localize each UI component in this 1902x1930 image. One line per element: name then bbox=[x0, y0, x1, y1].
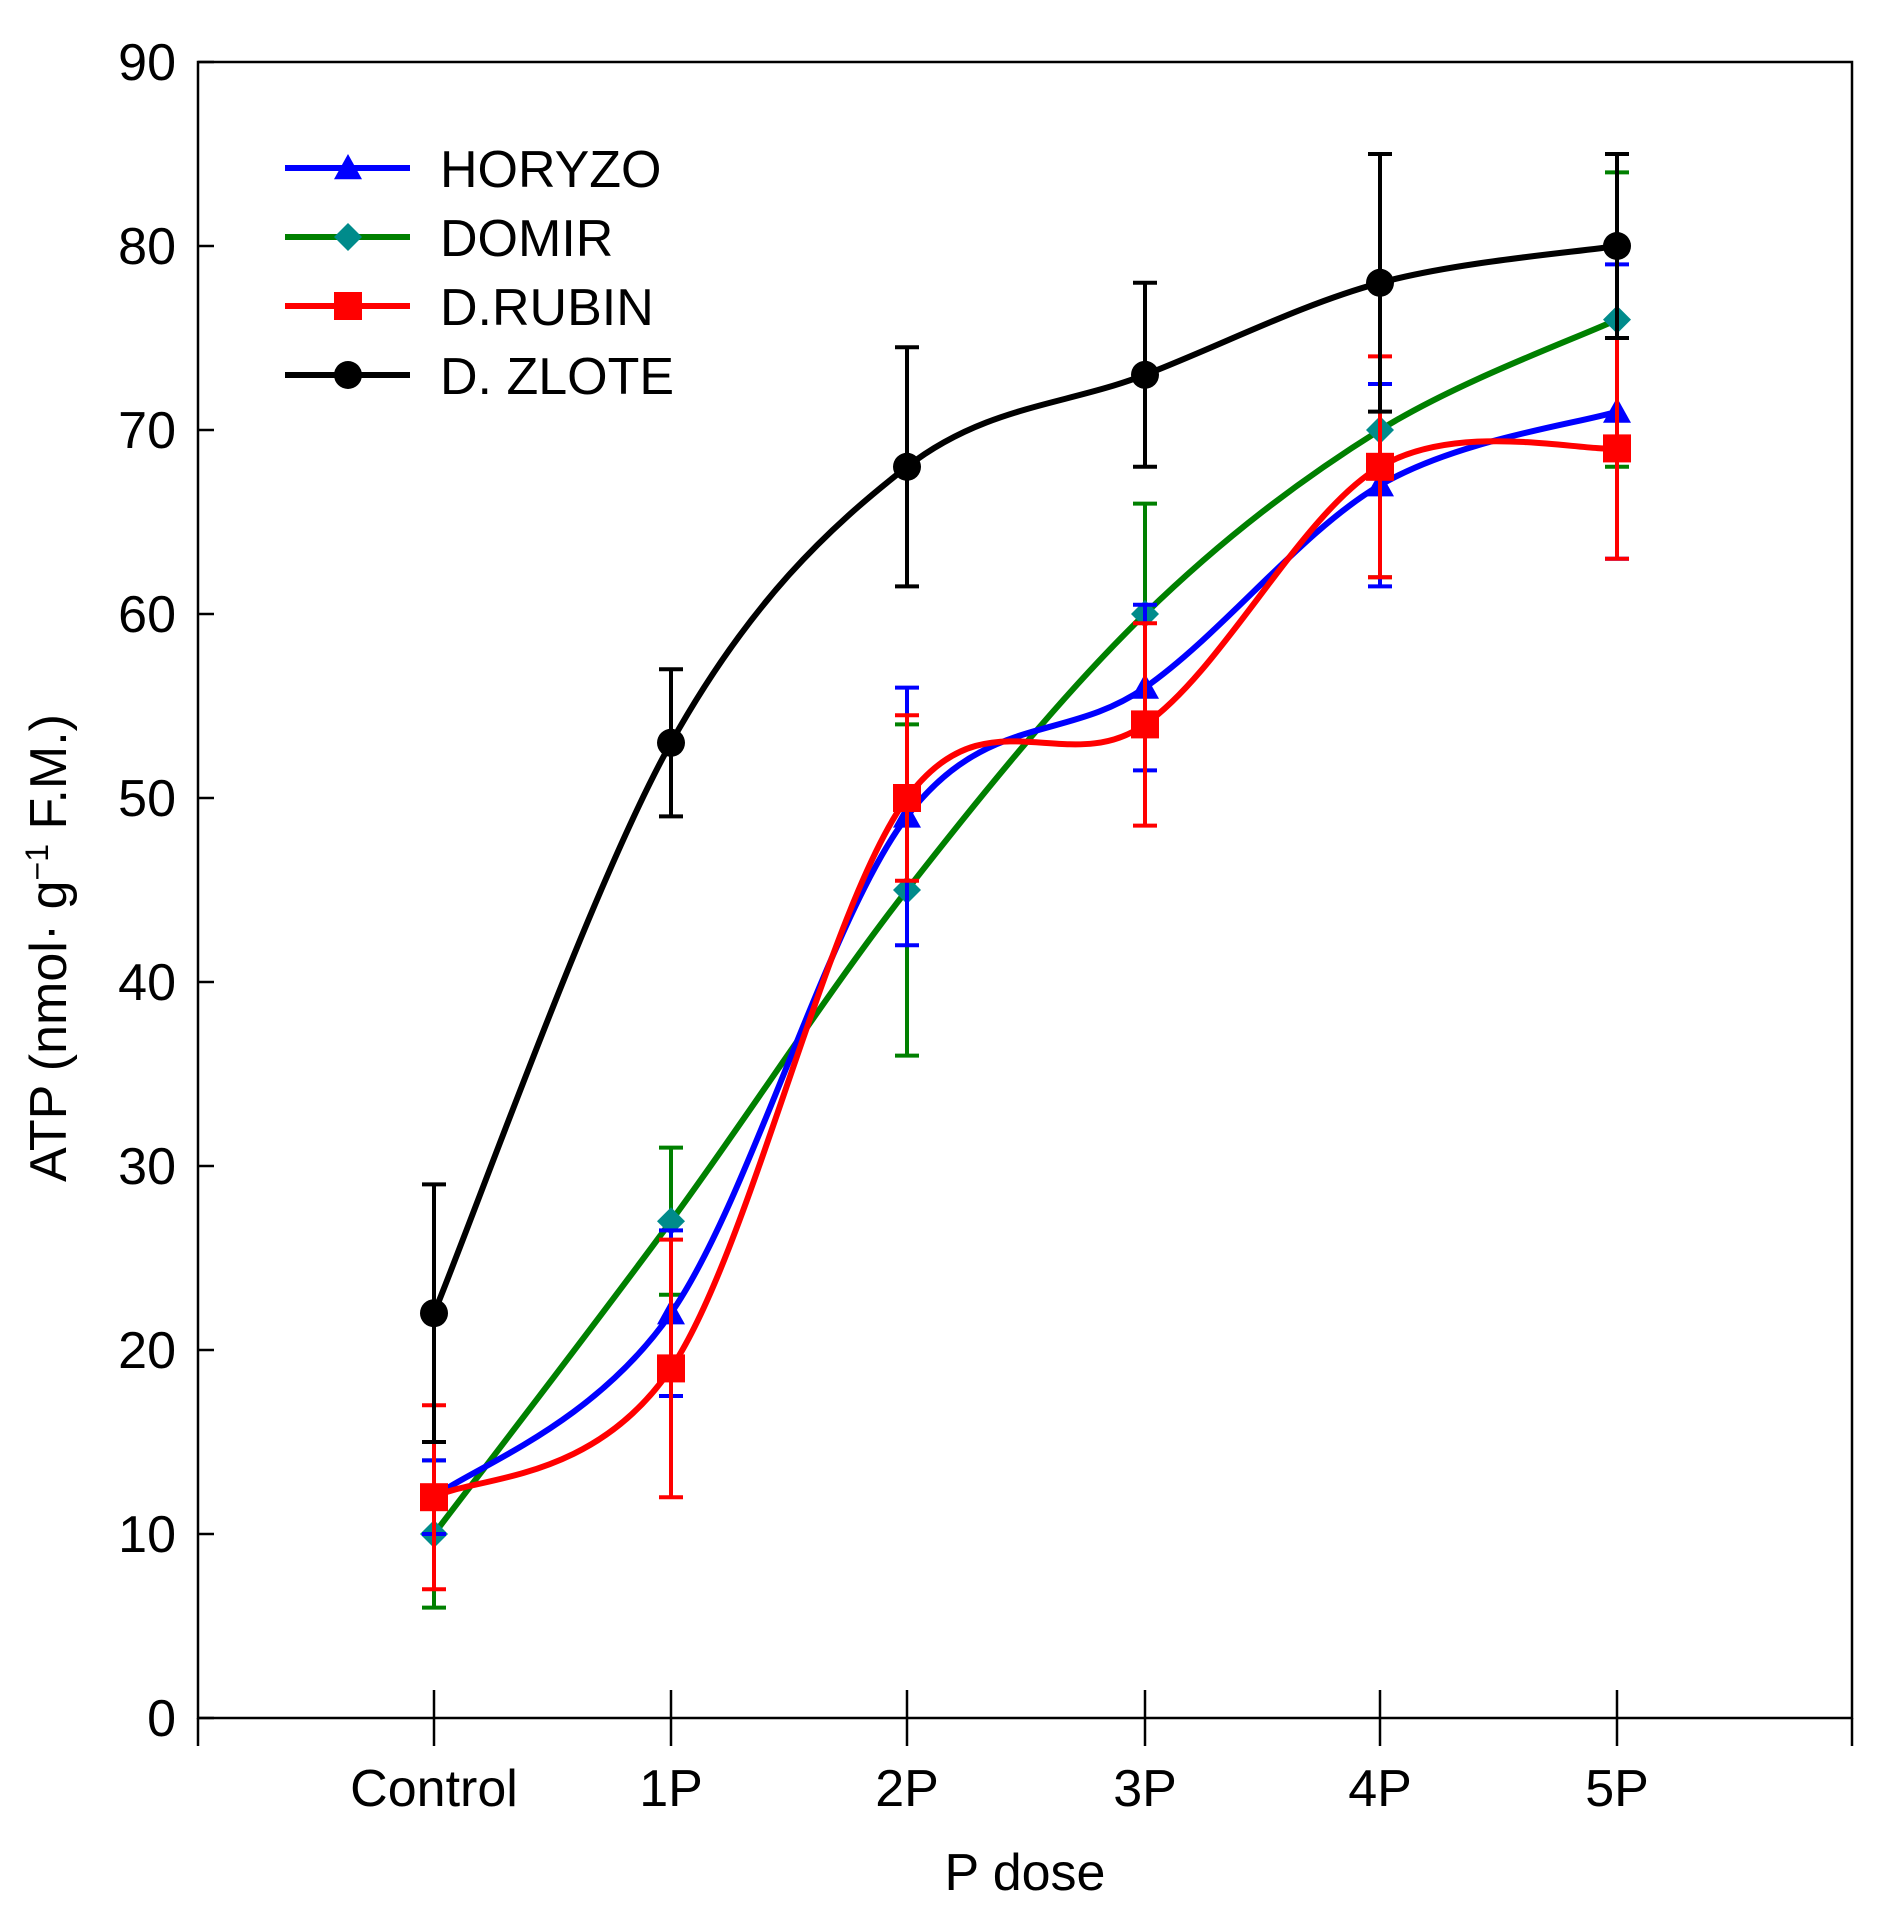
y-axis: 0 10 20 30 40 50 60 70 80 90 bbox=[118, 34, 214, 1748]
data-point bbox=[657, 1207, 685, 1236]
y-axis-title-prefix: ATP (nmol· g bbox=[20, 880, 78, 1182]
y-tick-label: 90 bbox=[118, 34, 176, 92]
y-axis-title-suffix: F.M.) bbox=[20, 714, 78, 844]
data-point bbox=[657, 728, 685, 757]
legend-label: D.RUBIN bbox=[440, 279, 654, 337]
series-horyzo bbox=[420, 262, 1631, 1536]
data-point bbox=[420, 1299, 448, 1328]
legend-marker bbox=[334, 361, 362, 389]
series-layer bbox=[420, 152, 1631, 1610]
x-tick-label: 1P bbox=[639, 1760, 703, 1818]
data-point bbox=[420, 1483, 448, 1512]
series-line bbox=[432, 408, 1618, 1500]
series-d-zlote bbox=[420, 152, 1631, 1444]
data-point bbox=[1603, 232, 1631, 260]
series-line bbox=[432, 438, 1618, 1500]
data-point bbox=[1366, 452, 1394, 481]
y-tick-label: 40 bbox=[118, 954, 176, 1012]
legend-marker bbox=[334, 223, 362, 251]
legend-item: D.RUBIN bbox=[285, 279, 654, 337]
data-point bbox=[1131, 360, 1159, 389]
data-point bbox=[1603, 434, 1631, 463]
legend-item: HORYZO bbox=[285, 141, 662, 199]
data-point bbox=[1366, 268, 1394, 297]
x-tick-label: Control bbox=[350, 1760, 518, 1818]
series-line bbox=[431, 243, 1618, 1315]
x-tick-label: 5P bbox=[1585, 1760, 1649, 1818]
y-tick-label: 20 bbox=[118, 1322, 176, 1380]
x-axis-title: P dose bbox=[945, 1844, 1106, 1902]
data-point bbox=[657, 1354, 685, 1383]
plot-frame bbox=[196, 60, 1854, 1720]
y-tick-label: 10 bbox=[118, 1506, 176, 1564]
plot-border bbox=[196, 60, 1854, 1720]
y-tick-label: 50 bbox=[118, 770, 176, 828]
data-point bbox=[893, 452, 921, 481]
y-tick-label: 80 bbox=[118, 218, 176, 276]
x-tick-label: 3P bbox=[1113, 1760, 1177, 1818]
legend-label: DOMIR bbox=[440, 210, 613, 268]
legend-item: DOMIR bbox=[285, 210, 613, 268]
y-axis-title: ATP (nmol· g−1 F.M.) bbox=[19, 714, 78, 1182]
y-tick-label: 70 bbox=[118, 402, 176, 460]
data-point bbox=[1131, 710, 1159, 739]
legend-label: HORYZO bbox=[440, 141, 662, 199]
y-tick-label: 0 bbox=[147, 1690, 176, 1748]
legend-marker bbox=[334, 292, 362, 320]
data-point bbox=[893, 784, 921, 812]
x-tick-label: 2P bbox=[875, 1760, 939, 1818]
legend-item: D. ZLOTE bbox=[285, 348, 674, 406]
y-tick-label: 60 bbox=[118, 586, 176, 644]
x-axis: Control 1P 2P 3P 4P 5P bbox=[196, 1690, 1854, 1818]
legend-label: D. ZLOTE bbox=[440, 348, 674, 406]
legend-marker bbox=[334, 154, 362, 180]
y-tick-label: 30 bbox=[118, 1138, 176, 1196]
legend: HORYZO DOMIR D.RUBIN D. ZLOTE bbox=[285, 141, 674, 406]
series-d-rubin bbox=[420, 336, 1631, 1592]
series-line bbox=[431, 316, 1619, 1536]
x-tick-label: 4P bbox=[1348, 1760, 1412, 1818]
y-axis-title-superscript: −1 bbox=[19, 844, 55, 880]
